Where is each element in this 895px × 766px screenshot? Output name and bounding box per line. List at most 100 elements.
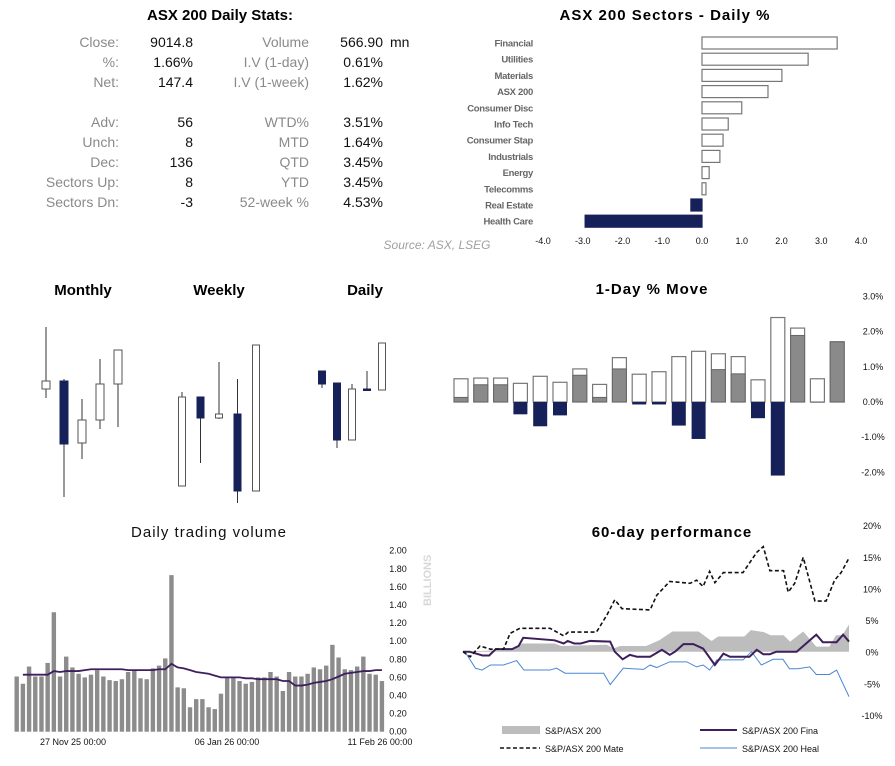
x-tick-label: 2.0 — [775, 236, 788, 246]
x-tick-label: 4.0 — [855, 236, 868, 246]
sector-label: Consumer Disc — [467, 103, 533, 114]
volume-bar — [243, 683, 248, 732]
x-tick-label: 0.0 — [696, 236, 709, 246]
move-close-bar — [829, 341, 845, 403]
move-close-bar — [493, 384, 509, 403]
y-tick-label: 0.00 — [389, 727, 407, 737]
stat-value: 1.62% — [343, 74, 383, 90]
volume-bar — [119, 679, 125, 732]
volume-bar — [64, 656, 69, 732]
y-tick-label: 1.80 — [389, 564, 407, 574]
volume-bar — [26, 666, 32, 732]
x-tick-label: -3.0 — [575, 236, 591, 246]
sectors-chart: Financial Utilities Materials ASX 200 Consum… — [467, 36, 868, 246]
y-tick-label: 10% — [863, 584, 881, 594]
move-range-bar — [532, 375, 548, 403]
x-tick-label: 3.0 — [815, 236, 828, 246]
volume-bar — [268, 671, 273, 732]
volume-axis-label: BILLIONS — [422, 555, 434, 606]
stat-label: WTD% — [265, 114, 309, 130]
sector-label: Info Tech — [494, 120, 533, 131]
move-close-bar — [691, 402, 706, 439]
sectors-chart-title: ASX 200 Sectors - Daily % — [560, 7, 771, 24]
move-range-bar — [552, 381, 568, 403]
y-tick-label: 0.80 — [389, 654, 407, 664]
y-tick-label: 0.0% — [863, 397, 884, 407]
sector-bar — [701, 52, 809, 66]
volume-bar — [144, 679, 149, 732]
y-tick-label: 1.60 — [389, 582, 407, 592]
legend-label: S&P/ASX 200 Fina — [742, 726, 818, 736]
x-tick-label: -2.0 — [615, 236, 631, 246]
stat-label: YTD — [281, 174, 309, 190]
sector-label: Consumer Stap — [467, 136, 534, 147]
sector-bar — [701, 182, 707, 196]
candle-panel-title: Monthly — [54, 282, 112, 299]
stat-value: -3 — [181, 194, 194, 210]
y-tick-label: -10% — [861, 711, 882, 721]
stat-value: 1.66% — [153, 54, 193, 70]
sector-label: ASX 200 — [497, 87, 533, 98]
move-range-bar — [631, 373, 647, 403]
move-close-bar — [533, 402, 548, 427]
sector-bar — [701, 36, 838, 50]
y-tick-label: 20% — [863, 521, 881, 531]
x-tick-label: 1.0 — [735, 236, 748, 246]
legend-label: S&P/ASX 200 — [545, 726, 601, 736]
volume-bar — [361, 656, 366, 732]
stat-value: 147.4 — [158, 74, 193, 90]
y-tick-label: -1.0% — [861, 432, 885, 442]
volume-bar — [206, 707, 211, 732]
volume-bar — [218, 693, 224, 732]
volume-bar — [125, 671, 131, 732]
volume-bar — [187, 707, 193, 732]
sector-bar — [701, 101, 743, 115]
move-close-bar — [572, 374, 588, 403]
move-close-bar — [632, 402, 647, 405]
volume-bar — [14, 676, 19, 732]
stat-label: I.V (1-week) — [234, 74, 309, 90]
volume-bar — [305, 673, 310, 732]
source-note: Source: ASX, LSEG — [384, 238, 491, 252]
volume-chart: 2.00 1.80 1.60 1.40 1.20 1.00 0.80 0.60 0.40 0.20… — [14, 546, 412, 747]
stat-value: 0.61% — [343, 54, 383, 70]
volume-bar — [113, 681, 118, 732]
move-close-bar — [592, 396, 608, 403]
sector-bar — [690, 198, 703, 212]
sector-bar — [584, 214, 703, 228]
stat-label: MTD — [279, 134, 309, 150]
volume-bar — [262, 677, 267, 732]
volume-bar — [200, 699, 205, 732]
sector-bar — [701, 166, 710, 180]
stat-label: 52-week % — [240, 194, 309, 210]
candle-body — [59, 380, 69, 445]
candle-body — [252, 344, 260, 492]
sector-label: Financial — [495, 39, 533, 50]
volume-bar — [330, 644, 335, 732]
volume-bar — [181, 688, 187, 732]
stat-label: Close: — [79, 34, 119, 50]
volume-bar — [82, 677, 87, 732]
volume-bar — [150, 668, 156, 732]
stats-title: ASX 200 Daily Stats: — [147, 7, 293, 24]
volume-bar — [249, 681, 255, 732]
y-tick-label: 1.20 — [389, 618, 407, 628]
stat-label: Sectors Dn: — [46, 194, 119, 210]
y-tick-label: 2.0% — [863, 327, 884, 337]
volume-bar — [45, 662, 50, 732]
candle-body — [215, 413, 223, 419]
y-tick-label: 2.00 — [389, 546, 407, 556]
volume-bar — [379, 681, 385, 732]
stat-value: 8 — [185, 134, 193, 150]
volume-bar — [57, 676, 63, 732]
volume-bar — [354, 666, 360, 732]
move-close-bar — [790, 334, 806, 403]
stat-value: 566.90 — [340, 34, 383, 50]
volume-bar — [342, 669, 347, 732]
move-range-bar — [651, 371, 667, 403]
stat-value: 56 — [177, 114, 193, 130]
candle-body — [378, 342, 386, 391]
sector-label: Industrials — [488, 152, 533, 163]
candle-body — [318, 370, 326, 385]
